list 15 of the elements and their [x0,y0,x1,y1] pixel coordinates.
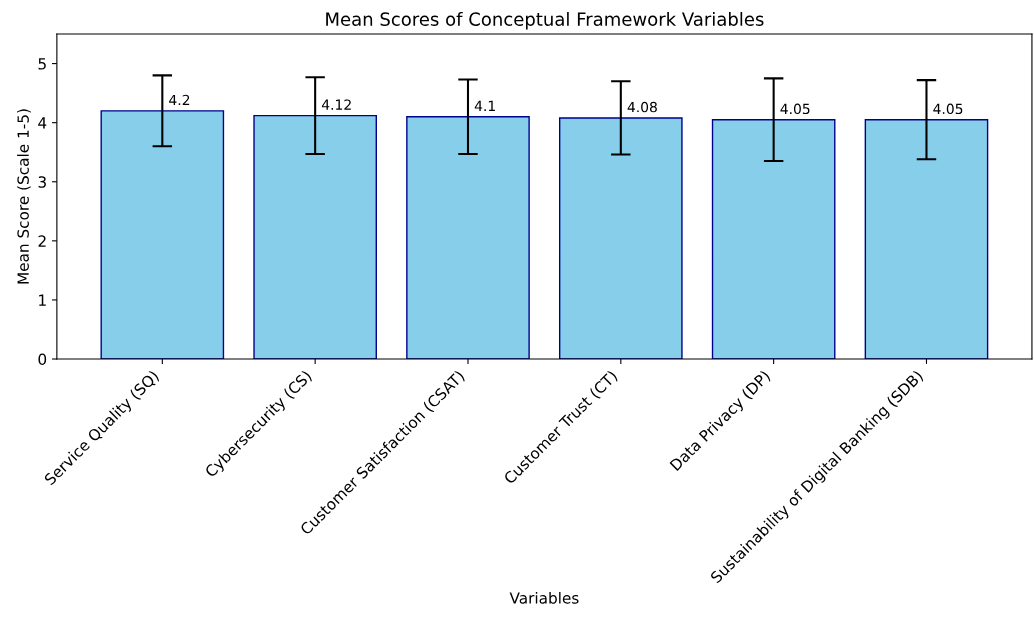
y-tick-label: 1 [39,294,46,306]
x-axis-title: Variables [509,591,579,604]
y-tick-label: 3 [38,176,46,188]
data-label: 4.12 [321,99,351,110]
data-label: 4.05 [933,103,963,115]
data-label: 4.2 [169,94,190,106]
data-label: 4.05 [780,103,810,115]
y-tick-label: 2 [38,235,46,247]
chart-title: Mean Scores of Conceptual Framework Variables [326,11,764,30]
y-axis-title: Mean Score (Scale 1-5) [17,109,31,284]
data-label: 4.08 [627,101,657,113]
y-tick-label: 5 [38,58,46,70]
y-tick-label: 0 [38,353,47,366]
data-label: 4.1 [474,100,495,111]
y-tick-label: 4 [38,117,47,129]
